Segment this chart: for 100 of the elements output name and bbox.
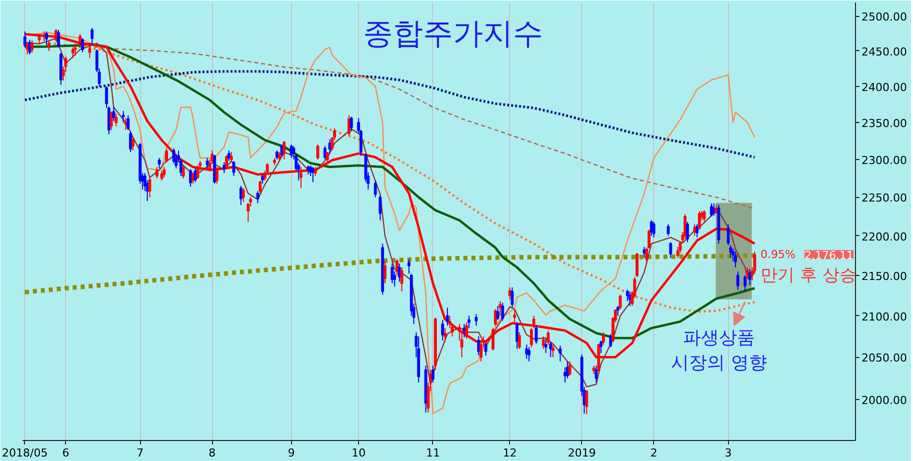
candlestick xyxy=(324,146,326,160)
annotation: 0.95% xyxy=(760,248,796,262)
candlestick xyxy=(686,221,689,243)
candlestick xyxy=(626,289,629,302)
candlestick xyxy=(384,260,386,284)
candlestick xyxy=(616,306,620,316)
candlestick xyxy=(23,30,26,48)
candlestick xyxy=(465,322,468,340)
candlestick xyxy=(446,307,449,326)
candlestick xyxy=(131,136,134,152)
y-tick-label: 2000.00 xyxy=(862,394,907,408)
annotation: 2,176.11 xyxy=(804,249,854,262)
line-series xyxy=(24,70,756,159)
candlestick xyxy=(206,157,209,169)
candlestick xyxy=(189,168,192,188)
candlestick xyxy=(400,266,404,292)
candlestick xyxy=(516,322,518,350)
candlestick xyxy=(746,266,749,280)
candlestick xyxy=(494,308,497,326)
candlestick xyxy=(374,180,377,198)
candlestick xyxy=(162,166,166,178)
candlestick xyxy=(508,286,512,300)
x-tick-label: 3 xyxy=(724,446,732,460)
candlestick xyxy=(592,365,596,375)
candlestick xyxy=(441,319,444,342)
x-tick-label: 9 xyxy=(288,446,295,460)
candlestick xyxy=(696,224,699,238)
y-tick-label: 2350.00 xyxy=(862,117,907,130)
candlestick xyxy=(242,188,245,202)
candlestick xyxy=(81,38,84,53)
candlestick xyxy=(126,114,130,130)
candlestick xyxy=(552,344,554,358)
candlestick xyxy=(628,290,632,307)
y-tick-label: 2100.00 xyxy=(862,310,907,324)
candlestick xyxy=(496,306,500,320)
candlestick xyxy=(88,44,92,58)
candlestick xyxy=(518,332,521,350)
candlestick xyxy=(59,52,62,86)
y-tick-label: 2500.00 xyxy=(862,10,907,24)
candlestick xyxy=(165,148,168,163)
candlestick xyxy=(534,325,538,344)
candlestick xyxy=(650,220,653,236)
candlestick xyxy=(45,30,48,46)
candlestick xyxy=(282,140,286,160)
candlestick xyxy=(568,360,572,376)
y-tick-label: 2150.00 xyxy=(862,270,907,283)
candlestick xyxy=(600,340,602,354)
candlestick xyxy=(191,172,194,184)
candlestick xyxy=(513,308,516,323)
candlestick xyxy=(462,324,466,338)
candlestick xyxy=(712,202,716,216)
candlestick xyxy=(729,244,732,258)
y-tick-label: 2300.00 xyxy=(862,154,907,167)
candlestick xyxy=(261,174,264,184)
candlestick xyxy=(71,46,74,58)
candlestick xyxy=(30,40,34,53)
candlestick xyxy=(684,214,687,240)
candlestick xyxy=(434,316,437,370)
candlestick xyxy=(748,268,752,286)
y-tick-label: 2400.00 xyxy=(862,80,907,94)
candlestick xyxy=(528,346,530,362)
candlestick xyxy=(227,150,230,162)
candlestick xyxy=(155,166,158,179)
candlestick xyxy=(417,336,420,384)
candlestick xyxy=(530,328,533,348)
candlestick xyxy=(468,315,470,329)
candlestick xyxy=(717,204,720,244)
candlestick xyxy=(215,166,218,184)
candlestick xyxy=(276,150,278,160)
y-tick-label: 2250.00 xyxy=(862,192,907,205)
candlestick xyxy=(348,114,350,136)
candlestick xyxy=(314,166,317,176)
y-tick-label: 2050.00 xyxy=(862,352,907,365)
candlestick xyxy=(698,210,701,230)
candlestick xyxy=(734,251,737,268)
candlestick xyxy=(525,344,528,360)
candlestick xyxy=(122,110,125,124)
candlestick xyxy=(432,365,434,384)
candlestick xyxy=(129,130,132,153)
annotation: 파생상품 시장의 영향 xyxy=(671,328,767,374)
candlestick xyxy=(112,106,116,122)
x-tick-label: 2018/05 xyxy=(2,446,48,460)
candlestick xyxy=(408,258,410,274)
x-tick-label: 7 xyxy=(136,446,144,460)
candlestick xyxy=(74,43,77,56)
candlestick xyxy=(492,328,494,352)
candlestick xyxy=(182,164,185,179)
candlestick xyxy=(652,221,656,238)
candlestick xyxy=(381,243,384,296)
candlestick xyxy=(90,27,94,44)
candlestick xyxy=(158,157,161,169)
candlestick xyxy=(194,168,197,183)
candlestick xyxy=(110,111,113,130)
candlestick xyxy=(258,180,262,194)
candlestick xyxy=(350,116,353,132)
candlestick xyxy=(290,144,293,158)
candlestick xyxy=(474,314,478,326)
candlestick xyxy=(609,333,612,348)
candlestick xyxy=(306,164,310,175)
candlestick xyxy=(744,274,747,292)
